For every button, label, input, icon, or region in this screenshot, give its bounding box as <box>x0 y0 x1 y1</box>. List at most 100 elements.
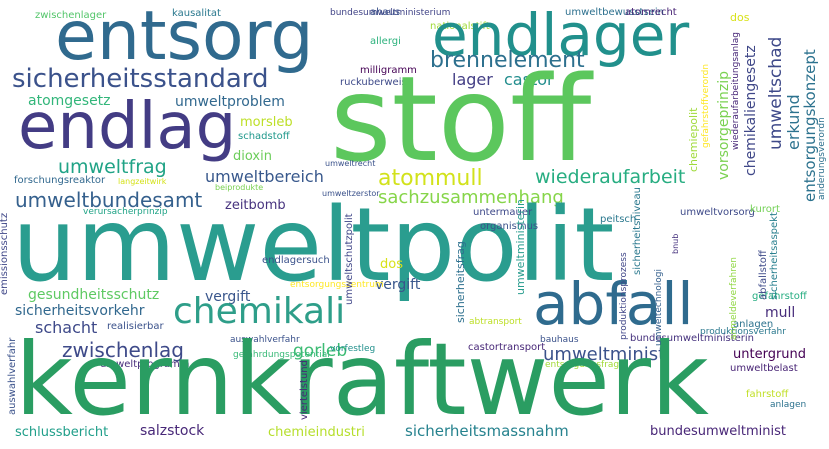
word: bundesumweltministerium <box>330 8 451 18</box>
word: brennelement <box>430 48 585 73</box>
word: abfall <box>533 270 694 338</box>
word: atomrecht <box>625 7 677 18</box>
word: schlussbericht <box>15 425 109 440</box>
word: zeitbomb <box>225 198 286 213</box>
word: zwischenlager <box>35 10 107 21</box>
word: umweltminist <box>543 344 666 365</box>
word: realisierbar <box>107 321 164 332</box>
word: atomgesetz <box>28 93 111 109</box>
word: umweltministerin <box>514 199 527 295</box>
word: kurort <box>750 204 780 215</box>
word: umweltpolit <box>12 186 615 305</box>
word: chemikaliengesetz <box>743 45 759 176</box>
word: sicherheitsaspekt <box>769 212 780 300</box>
word: chemikali <box>173 291 346 332</box>
word: stoff <box>330 50 592 188</box>
word: sicherheitsniveau <box>632 187 643 275</box>
word: sicherheitsvorkehr <box>15 303 145 319</box>
word: ahaus <box>370 7 401 18</box>
word: anderungsverordn <box>817 117 827 200</box>
word: umweltprogramm <box>100 359 190 370</box>
word: produktionsverfahr <box>700 327 786 337</box>
word: kausalitat <box>172 8 221 19</box>
word: schadstoff <box>238 131 290 142</box>
word: wiederaufarbeit <box>535 166 686 188</box>
word: endlag <box>18 90 237 164</box>
word: vorfestleg <box>330 344 376 354</box>
word: gefahrstoff <box>752 291 807 302</box>
word: atommull <box>378 166 483 191</box>
word: gefahrdungspotential <box>233 350 330 360</box>
word: endlager <box>432 1 690 69</box>
word: viertelstund <box>299 360 310 420</box>
word: gorleb <box>293 341 348 361</box>
word: abfallstoff <box>758 250 769 300</box>
word: umweltechnologi <box>654 268 664 346</box>
word: vergift <box>375 277 421 293</box>
word: fahrstoff <box>746 389 789 400</box>
word: schacht <box>35 318 98 337</box>
word: gesundheitsschutz <box>28 287 160 303</box>
word: beiprodukte <box>215 183 264 192</box>
word: vorsorgeprinzip <box>716 70 732 180</box>
word: umweltfrag <box>58 156 167 178</box>
word: emissionsschutz <box>0 212 10 295</box>
word: auswahlverfahr <box>230 335 300 345</box>
word: lager <box>452 70 493 89</box>
word: bauhaus <box>540 335 579 345</box>
word: umweltrecht <box>325 159 376 168</box>
word: umweltbelast <box>730 363 798 374</box>
word: peitsch <box>600 214 637 225</box>
word: entsorgungszentrum <box>290 280 384 290</box>
word: bundesumweltminist <box>650 424 786 439</box>
word: sachzusammenhang <box>378 187 564 208</box>
word: salzstock <box>140 423 205 439</box>
word: umweltproblem <box>175 94 285 110</box>
word: umweltbundesamt <box>15 188 203 212</box>
word: umweltschutzpolit <box>344 213 355 305</box>
word: castor <box>504 70 554 89</box>
word: umweltbewusstsein <box>565 7 664 18</box>
word: entsorgungskonzept <box>801 49 819 202</box>
word: milligramm <box>360 65 417 76</box>
word: dos <box>730 11 750 24</box>
word: dos <box>380 257 403 272</box>
word: umweltschad <box>766 36 786 150</box>
word: anmeldeverfahren <box>729 257 739 340</box>
word: dioxin <box>233 149 272 164</box>
word: allergi <box>370 36 401 47</box>
word: sicherheitsfrag <box>454 241 467 323</box>
word: zwischenlag <box>62 338 184 362</box>
word: umweltzerstor <box>322 189 380 198</box>
word: castortransport <box>468 342 546 353</box>
word: sicherheitsstandard <box>12 64 269 94</box>
word: umweltvorsorg <box>680 207 755 218</box>
word: endlagersuch <box>262 255 330 266</box>
word: verursacherprinzip <box>83 207 168 217</box>
word: produktionsprozess <box>619 252 629 340</box>
word: organismus <box>480 221 539 232</box>
word: kernkraftwerk <box>15 321 709 438</box>
word: vergift <box>205 289 251 305</box>
word: untergrund <box>733 347 807 362</box>
word: umweltbereich <box>205 167 324 186</box>
word: anlagen <box>770 400 807 410</box>
word: entsorgungsfrag <box>545 360 620 370</box>
word: morsleb <box>240 115 293 130</box>
word: gefahrstoffverordn <box>701 63 711 148</box>
word: mull <box>765 305 796 321</box>
word: sicherheitsmassnahm <box>405 422 569 440</box>
word: chemiepolit <box>687 107 700 172</box>
word: nationalstift <box>430 21 490 32</box>
word: abtransport <box>469 317 522 327</box>
word: auswahlverfahr <box>7 337 18 415</box>
word: untermauer <box>473 207 533 218</box>
word: chemieindustri <box>268 425 365 440</box>
word: anlagen <box>733 319 774 330</box>
word: erkund <box>784 94 803 150</box>
word: entsorg <box>55 0 314 76</box>
word: langzeitwirk <box>118 177 167 186</box>
word: forschungsreaktor <box>14 175 106 186</box>
word: bnub <box>671 233 680 254</box>
